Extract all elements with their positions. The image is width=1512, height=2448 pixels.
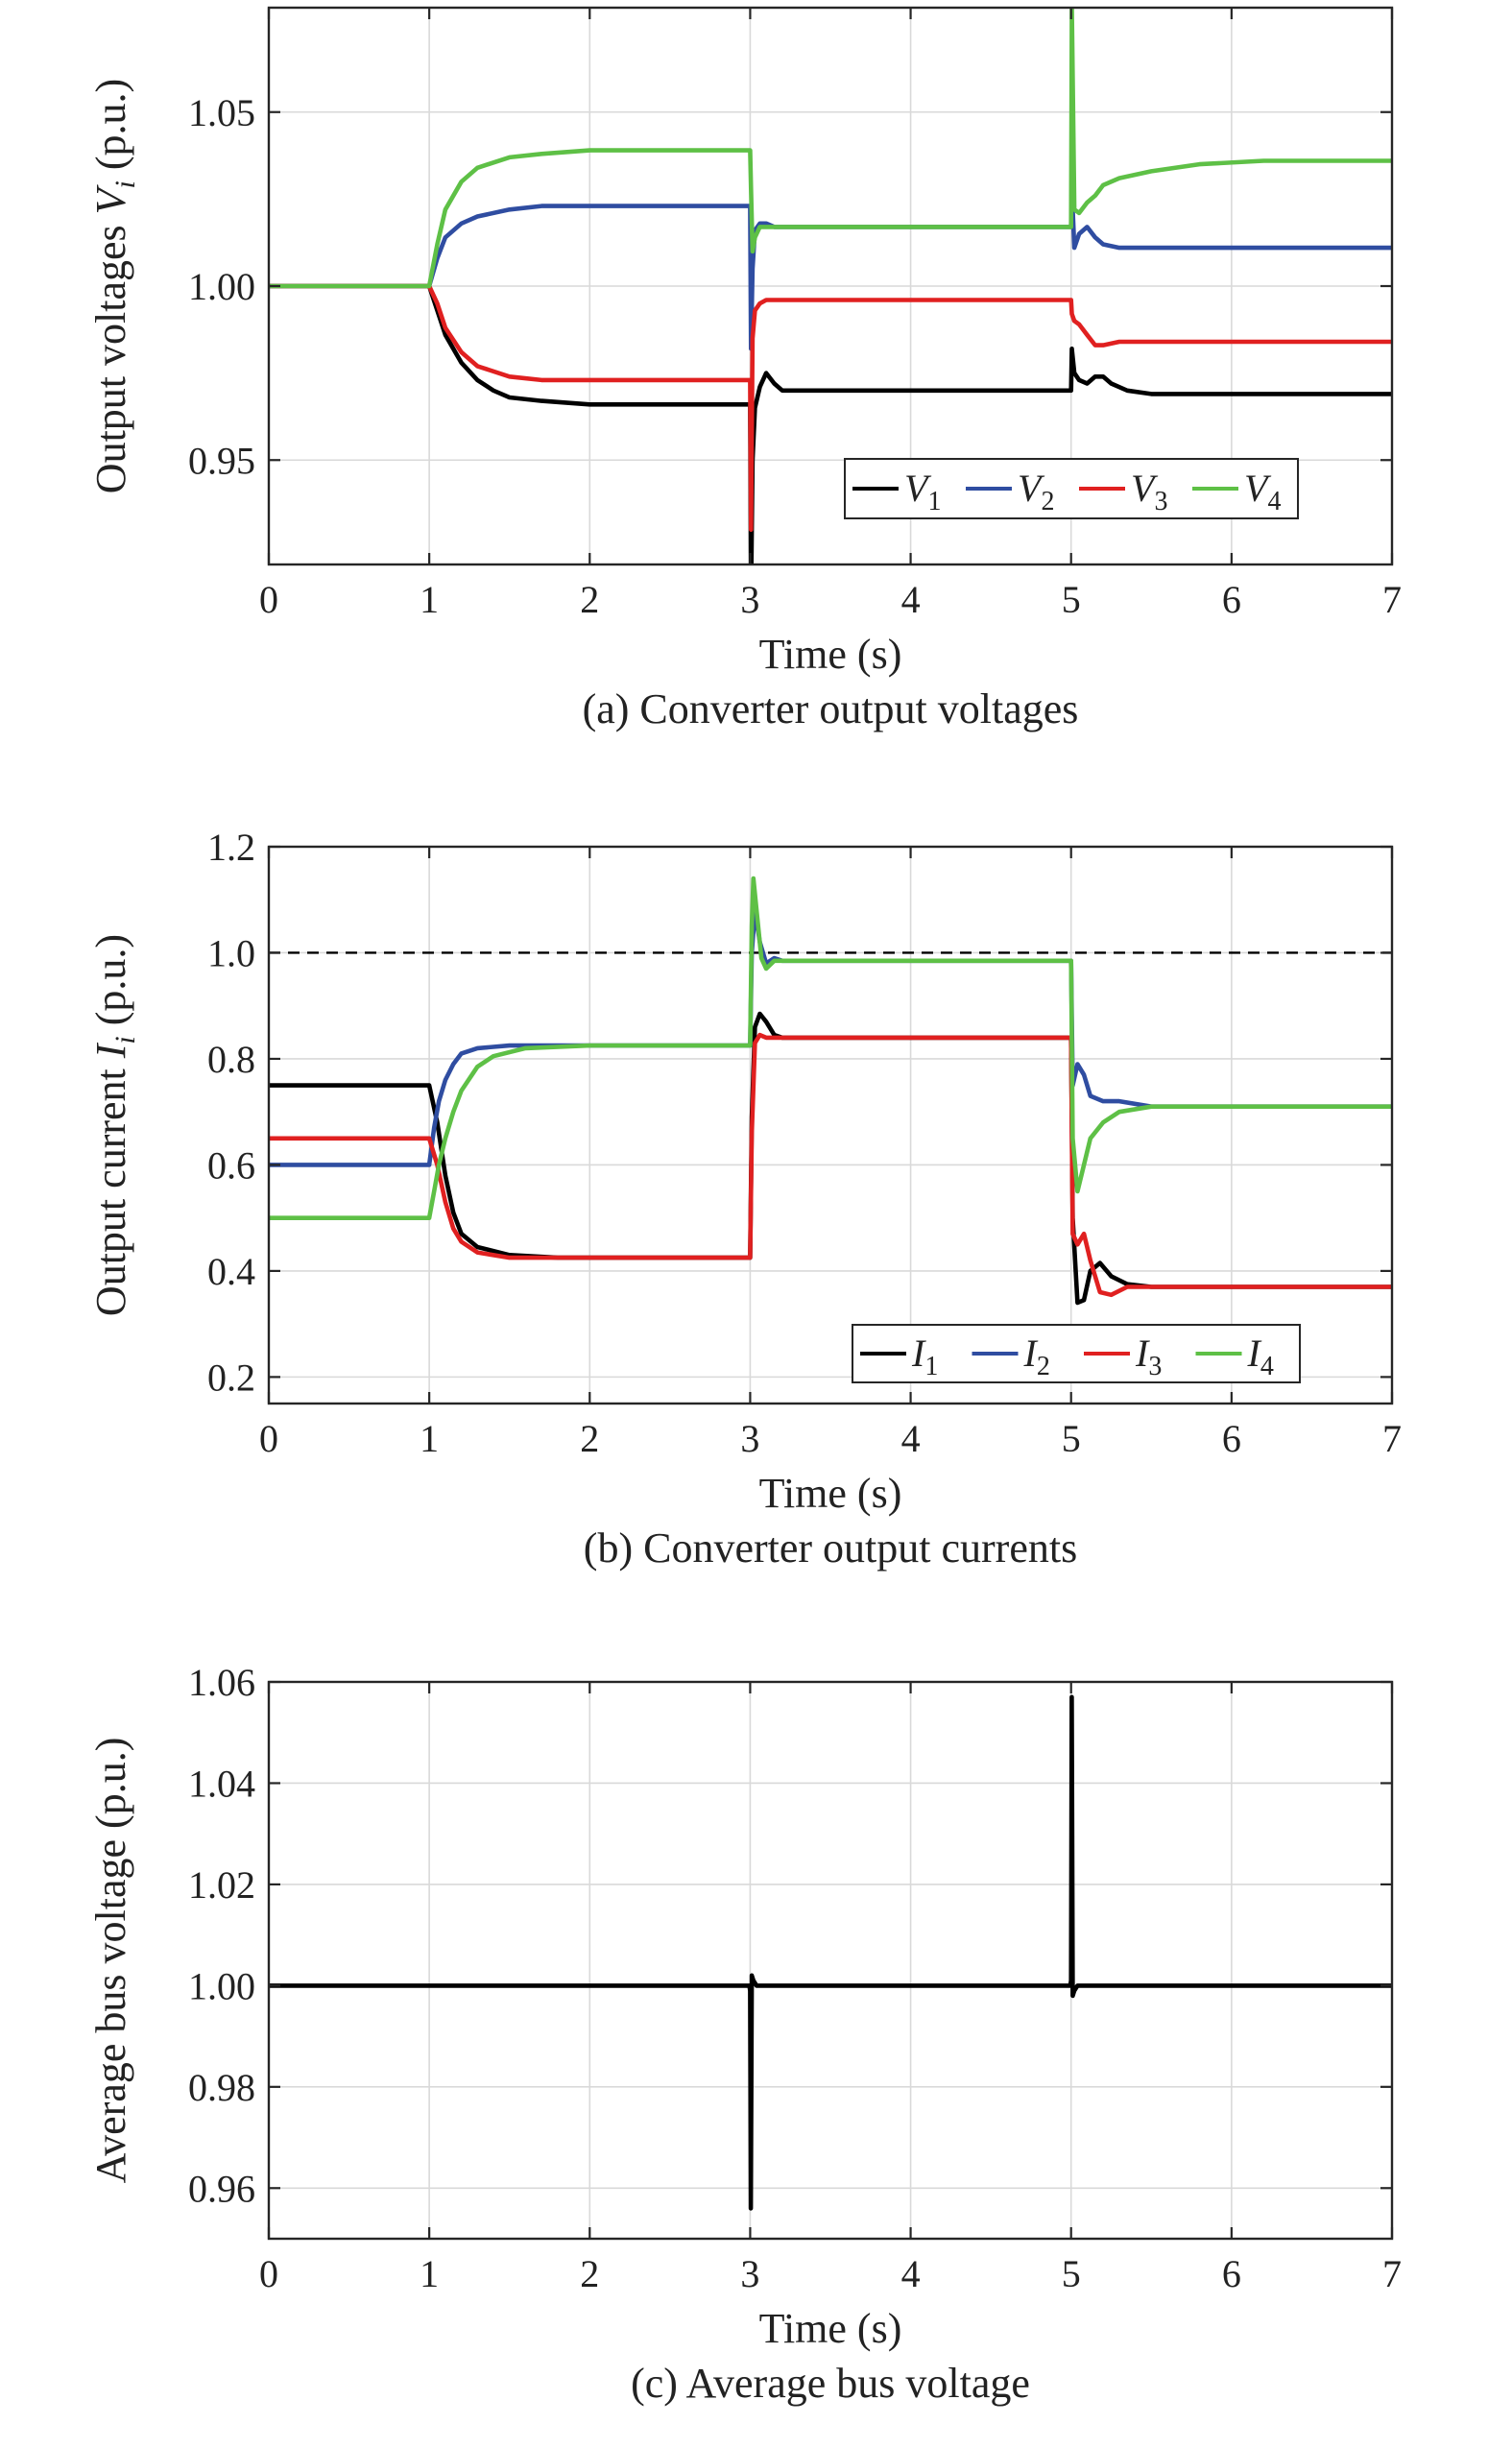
series-line-v1 — [269, 283, 1392, 564]
x-axis-label: Time (s) — [759, 2305, 902, 2352]
y-axis-label-subscript: i — [109, 180, 141, 188]
y-tick-label: 0.2 — [207, 1356, 255, 1399]
y-axis-label-symbol: I — [87, 1042, 134, 1059]
plot-area — [269, 847, 1392, 1404]
y-tick-label: 0.8 — [207, 1038, 255, 1081]
panel-c-average-bus-voltage: 0 1 2 3 4 5 6 7 0.96 0.98 1.00 1.02 1.04 1.06 Time (s)… — [87, 1661, 1402, 2407]
x-tick-label: 2 — [580, 578, 599, 621]
y-axis-label-unit: (p.u.) — [87, 934, 134, 1036]
y-tick-label: 1.05 — [188, 91, 255, 134]
legend-symbol: V — [904, 467, 932, 510]
legend-subscript: 2 — [1041, 487, 1054, 516]
y-axis-label-text: Average bus voltage (p.u.) — [87, 1738, 134, 2184]
y-tick-label: 0.95 — [188, 439, 255, 482]
legend-symbol: V — [1244, 467, 1272, 510]
y-tick-label: 1.02 — [188, 1863, 255, 1907]
y-tick-label: 1.0 — [207, 931, 255, 974]
x-tick-label: 4 — [901, 2252, 921, 2295]
legend-entry-v3: V3 — [1131, 467, 1167, 516]
legend-subscript: 4 — [1267, 487, 1281, 516]
legend: V1 V2 V3 V4 — [844, 458, 1299, 519]
y-tick-label: 0.96 — [188, 2167, 255, 2210]
legend-entry-i3: I3 — [1135, 1332, 1162, 1381]
x-tick-label: 6 — [1222, 1417, 1241, 1460]
legend-symbol: I — [1247, 1332, 1262, 1375]
axes-frame — [267, 845, 1394, 1405]
legend-entry-i1: I1 — [911, 1332, 938, 1381]
x-tick-label: 3 — [740, 2252, 759, 2295]
y-axis-label: Average bus voltage (p.u.) — [87, 1738, 134, 2184]
legend-symbol: V — [1131, 467, 1159, 510]
legend-subscript: 1 — [924, 1352, 938, 1381]
legend-subscript: 2 — [1037, 1352, 1050, 1381]
x-tick-label: 2 — [580, 2252, 599, 2295]
x-tick-label: 7 — [1382, 2252, 1402, 2295]
y-axis-label-text: Output current — [87, 1058, 134, 1316]
x-tick-label: 7 — [1382, 578, 1402, 621]
y-tick-label: 1.00 — [188, 1964, 255, 2007]
legend-symbol: I — [911, 1332, 926, 1375]
x-tick-label: 5 — [1062, 2252, 1081, 2295]
y-tick-label: 0.98 — [188, 2066, 255, 2109]
x-tick-label: 5 — [1062, 1417, 1081, 1460]
x-tick-label: 6 — [1222, 578, 1241, 621]
series-line-bus-voltage — [269, 1694, 1392, 2211]
legend-entry-i4: I4 — [1247, 1332, 1274, 1381]
axes-frame — [267, 1680, 1394, 2241]
x-tick-label: 4 — [901, 578, 921, 621]
x-tick-label: 0 — [259, 1417, 278, 1460]
x-tick-label: 2 — [580, 1417, 599, 1460]
x-axis-label: Time (s) — [759, 631, 902, 678]
x-tick-label: 3 — [740, 578, 759, 621]
y-axis-label-symbol: V — [87, 183, 134, 214]
legend-subscript: 3 — [1154, 487, 1167, 516]
y-axis-label: Output current Ii (p.u.) — [87, 934, 141, 1316]
x-tick-label: 6 — [1222, 2252, 1241, 2295]
legend-entry-v2: V2 — [1018, 467, 1054, 516]
series-line-i1 — [269, 1011, 1392, 1306]
y-axis-label-subscript: i — [109, 1036, 141, 1044]
y-axis-label: Output voltages Vi (p.u.) — [87, 79, 141, 493]
y-axis-label-unit: (p.u.) — [87, 79, 134, 180]
legend-subscript: 1 — [927, 487, 941, 516]
x-tick-label: 5 — [1062, 578, 1081, 621]
legend-symbol: V — [1018, 467, 1045, 510]
x-tick-label: 7 — [1382, 1417, 1402, 1460]
y-tick-label: 1.04 — [188, 1762, 255, 1805]
legend-subscript: 4 — [1260, 1352, 1274, 1381]
x-tick-label: 0 — [259, 2252, 278, 2295]
legend-entry-v1: V1 — [904, 467, 941, 516]
y-tick-label: 0.4 — [207, 1250, 255, 1293]
panel-a-output-voltages: 0 1 2 3 4 5 6 7 0.95 1.00 1.05 Time (s) (a) Converte… — [87, 6, 1402, 732]
x-tick-label: 1 — [420, 2252, 439, 2295]
x-axis-label: Time (s) — [759, 1470, 902, 1517]
legend-entry-v4: V4 — [1244, 467, 1281, 516]
x-tick-label: 1 — [420, 578, 439, 621]
series-line-i4 — [269, 876, 1392, 1220]
y-tick-label: 0.6 — [207, 1143, 255, 1187]
x-tick-label: 0 — [259, 578, 278, 621]
legend-symbol: I — [1023, 1332, 1039, 1375]
series-line-v3 — [269, 283, 1392, 533]
y-axis-label-text: Output voltages — [87, 214, 134, 493]
legend-subscript: 3 — [1148, 1352, 1162, 1381]
x-tick-label: 1 — [420, 1417, 439, 1460]
legend: I1 I2 I3 I4 — [852, 1324, 1301, 1383]
y-tick-label: 1.06 — [188, 1661, 255, 1704]
y-tick-label: 1.2 — [207, 826, 255, 869]
x-tick-label: 4 — [901, 1417, 921, 1460]
panel-b-output-currents: 0 1 2 3 4 5 6 7 0.2 0.4 0.6 0.8 1.0 1.2 Time (s) (b) Co… — [87, 826, 1402, 1572]
legend-symbol: I — [1135, 1332, 1150, 1375]
y-tick-label: 1.00 — [188, 265, 255, 308]
legend-entry-i2: I2 — [1023, 1332, 1050, 1381]
panel-caption: (b) Converter output currents — [584, 1524, 1077, 1572]
x-tick-label: 3 — [740, 1417, 759, 1460]
panel-caption: (c) Average bus voltage — [631, 2360, 1030, 2407]
series-line-i3 — [269, 1032, 1392, 1298]
panel-caption: (a) Converter output voltages — [583, 685, 1079, 732]
plot-area — [269, 1682, 1392, 2239]
series-line-v4 — [269, 8, 1392, 289]
